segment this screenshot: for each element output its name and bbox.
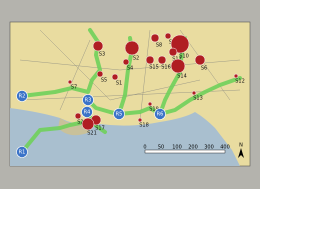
source-label: S7	[71, 85, 77, 91]
source-site	[74, 112, 82, 120]
source-label: S1	[116, 81, 122, 87]
source-site	[96, 70, 104, 78]
scale-label: 100	[172, 145, 182, 151]
source-label: S3	[99, 52, 105, 58]
scale-bar	[144, 149, 226, 154]
hub	[16, 90, 28, 102]
source-site	[67, 79, 73, 85]
source-label: S18	[139, 123, 149, 129]
north-label: N	[239, 143, 243, 149]
source-site	[122, 58, 130, 66]
scale-label: 200	[188, 145, 198, 151]
scale-label: 300	[204, 145, 214, 151]
source-site	[145, 55, 155, 65]
source-label: S14	[177, 74, 187, 80]
source-label: S15	[149, 65, 159, 71]
hub	[16, 146, 28, 158]
hub	[154, 108, 166, 120]
hub-label: R4	[84, 110, 91, 116]
source-site	[233, 73, 239, 79]
source-label: S21	[87, 131, 97, 137]
source-site	[81, 117, 95, 131]
scale-label: 50	[158, 145, 164, 151]
source-site	[124, 40, 140, 56]
source-site	[137, 117, 143, 123]
source-label: S13	[193, 96, 203, 102]
source-label: S8	[156, 43, 162, 49]
source-site	[147, 101, 153, 107]
source-site	[194, 54, 206, 66]
map: S1S2S3S4S5S6S7S8S9S10S11S12S13S14S15S16S…	[0, 0, 260, 189]
source-label: S19	[149, 107, 159, 113]
source-site	[150, 33, 160, 43]
hub	[82, 94, 94, 106]
hub-label: R6	[157, 112, 164, 118]
source-label: S12	[235, 79, 245, 85]
scale-label: 400	[220, 145, 230, 151]
north-arrow	[238, 148, 244, 158]
source-label: S4	[127, 66, 133, 72]
source-site	[170, 34, 190, 54]
source-site	[191, 90, 197, 96]
hub-label: R5	[116, 112, 123, 118]
source-label: S5	[101, 78, 107, 84]
hub	[113, 108, 125, 120]
source-site	[92, 40, 104, 52]
source-label: S16	[161, 65, 171, 71]
source-site	[164, 32, 172, 40]
delta	[58, 118, 90, 136]
scale-label: 0	[143, 145, 146, 151]
source-label: S6	[201, 66, 207, 72]
hub-label: R2	[19, 94, 26, 100]
source-label: S10	[179, 54, 189, 60]
source-site	[157, 55, 167, 65]
source-site	[170, 58, 186, 74]
hub-label: R1	[19, 150, 26, 156]
source-label: S17	[95, 126, 105, 132]
hub	[81, 106, 93, 118]
roads	[19, 29, 241, 121]
source-site	[168, 47, 178, 57]
source-label: S2	[133, 56, 139, 62]
hub-label: R3	[85, 98, 92, 104]
source-site	[111, 73, 119, 81]
